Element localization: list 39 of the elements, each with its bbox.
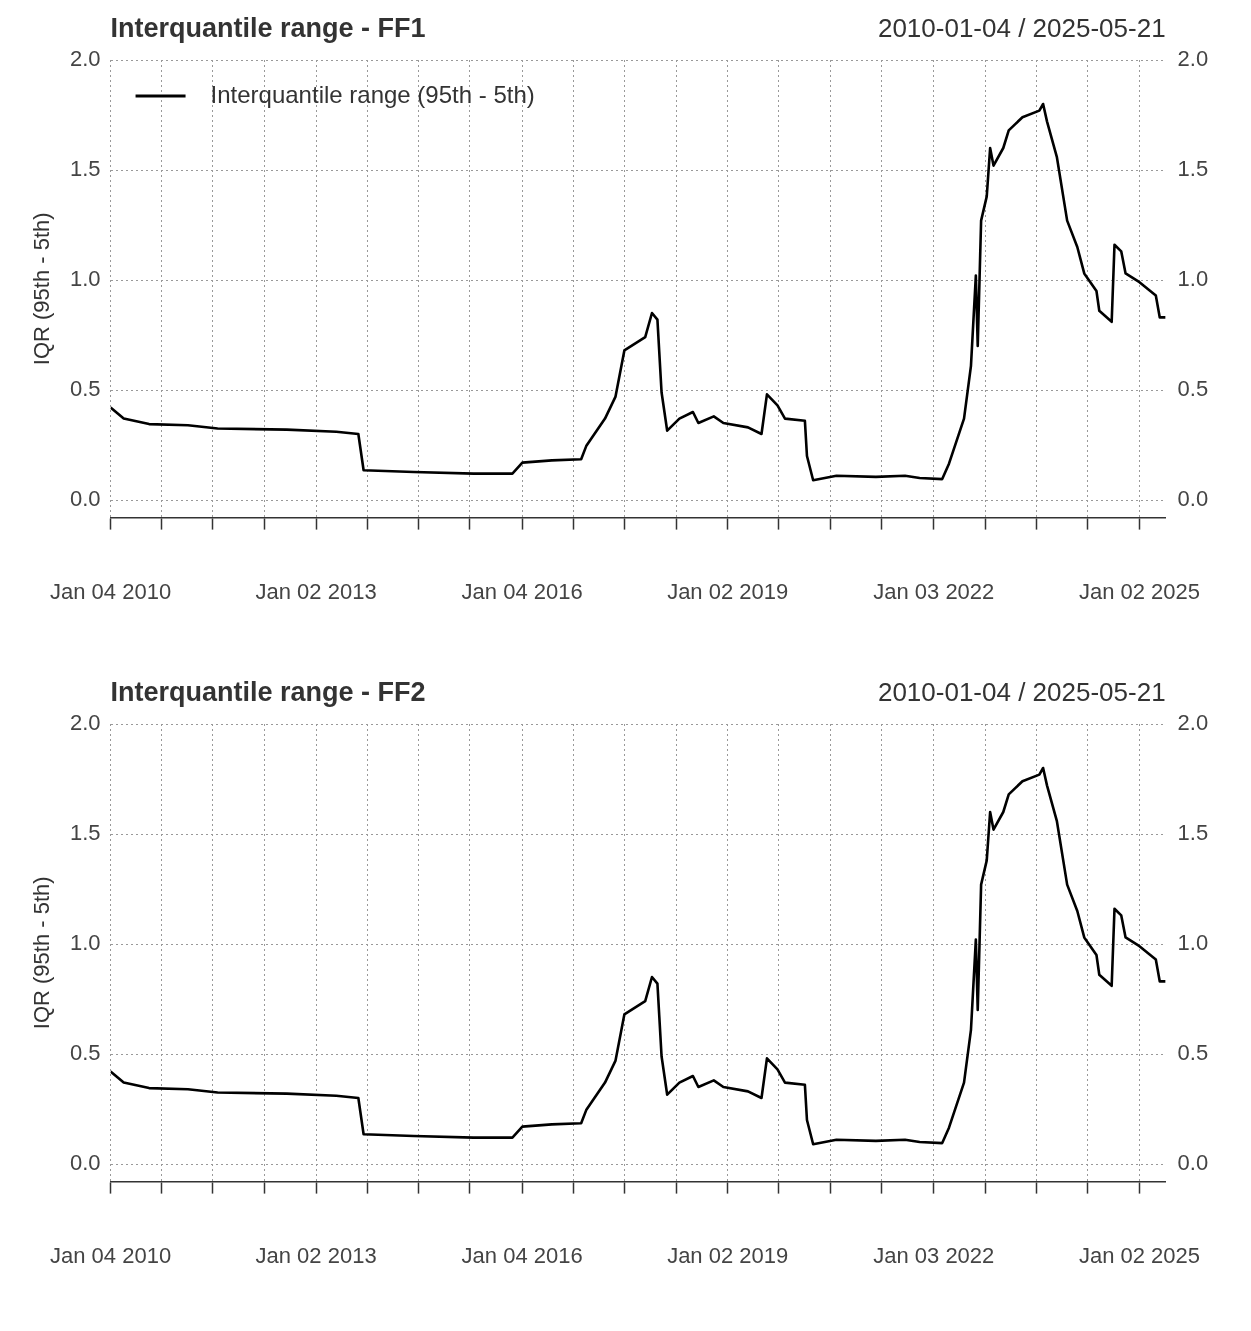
y2-tick-label: 2.0 [1177, 710, 1209, 736]
y2-tick-label: 2.0 [1177, 46, 1209, 72]
y2-tick-label: 0.5 [1177, 1040, 1209, 1066]
x-tick-label: Jan 02 2019 [667, 1242, 789, 1268]
y-tick-label: 0.0 [69, 486, 101, 512]
legend-label: Interquantile range (95th - 5th) [210, 80, 535, 108]
y-tick-label: 0.0 [69, 1150, 101, 1176]
x-tick-label: Jan 02 2025 [1078, 1242, 1201, 1268]
y2-tick-label: 0.0 [1177, 1150, 1209, 1176]
y-axis-title: IQR (95th - 5th) [28, 876, 54, 1030]
chart-subtitle: 2010-01-04 / 2025-05-21 [877, 13, 1166, 44]
y-tick-label: 0.5 [69, 1040, 101, 1066]
y-tick-label: 2.0 [69, 46, 101, 72]
y2-tick-label: 1.5 [1177, 156, 1209, 182]
y2-tick-label: 0.5 [1177, 376, 1209, 402]
chart-title: Interquantile range - FF2 [110, 677, 426, 708]
y2-tick-label: 1.5 [1177, 820, 1209, 846]
x-tick-label: Jan 02 2013 [255, 578, 377, 604]
y-tick-label: 0.5 [69, 376, 101, 402]
x-tick-label: Jan 02 2013 [255, 1242, 377, 1268]
chart-title: Interquantile range - FF1 [110, 13, 426, 44]
x-tick-label: Jan 04 2016 [461, 1242, 583, 1268]
x-tick-label: Jan 04 2010 [50, 578, 172, 604]
y-tick-label: 1.5 [69, 820, 101, 846]
x-tick-label: Jan 03 2022 [873, 1242, 995, 1268]
x-tick-label: Jan 04 2016 [461, 578, 583, 604]
x-tick-label: Jan 02 2019 [667, 578, 789, 604]
y-tick-label: 2.0 [69, 710, 101, 736]
x-tick-label: Jan 02 2025 [1078, 578, 1201, 604]
y-tick-label: 1.0 [69, 266, 101, 292]
y2-tick-label: 1.0 [1177, 930, 1209, 956]
x-tick-label: Jan 04 2010 [50, 1242, 172, 1268]
y-axis-title: IQR (95th - 5th) [28, 212, 54, 366]
y-tick-label: 1.5 [69, 156, 101, 182]
x-tick-label: Jan 03 2022 [873, 578, 995, 604]
y2-tick-label: 0.0 [1177, 486, 1209, 512]
y2-tick-label: 1.0 [1177, 266, 1209, 292]
y-tick-label: 1.0 [69, 930, 101, 956]
chart-subtitle: 2010-01-04 / 2025-05-21 [877, 677, 1166, 708]
